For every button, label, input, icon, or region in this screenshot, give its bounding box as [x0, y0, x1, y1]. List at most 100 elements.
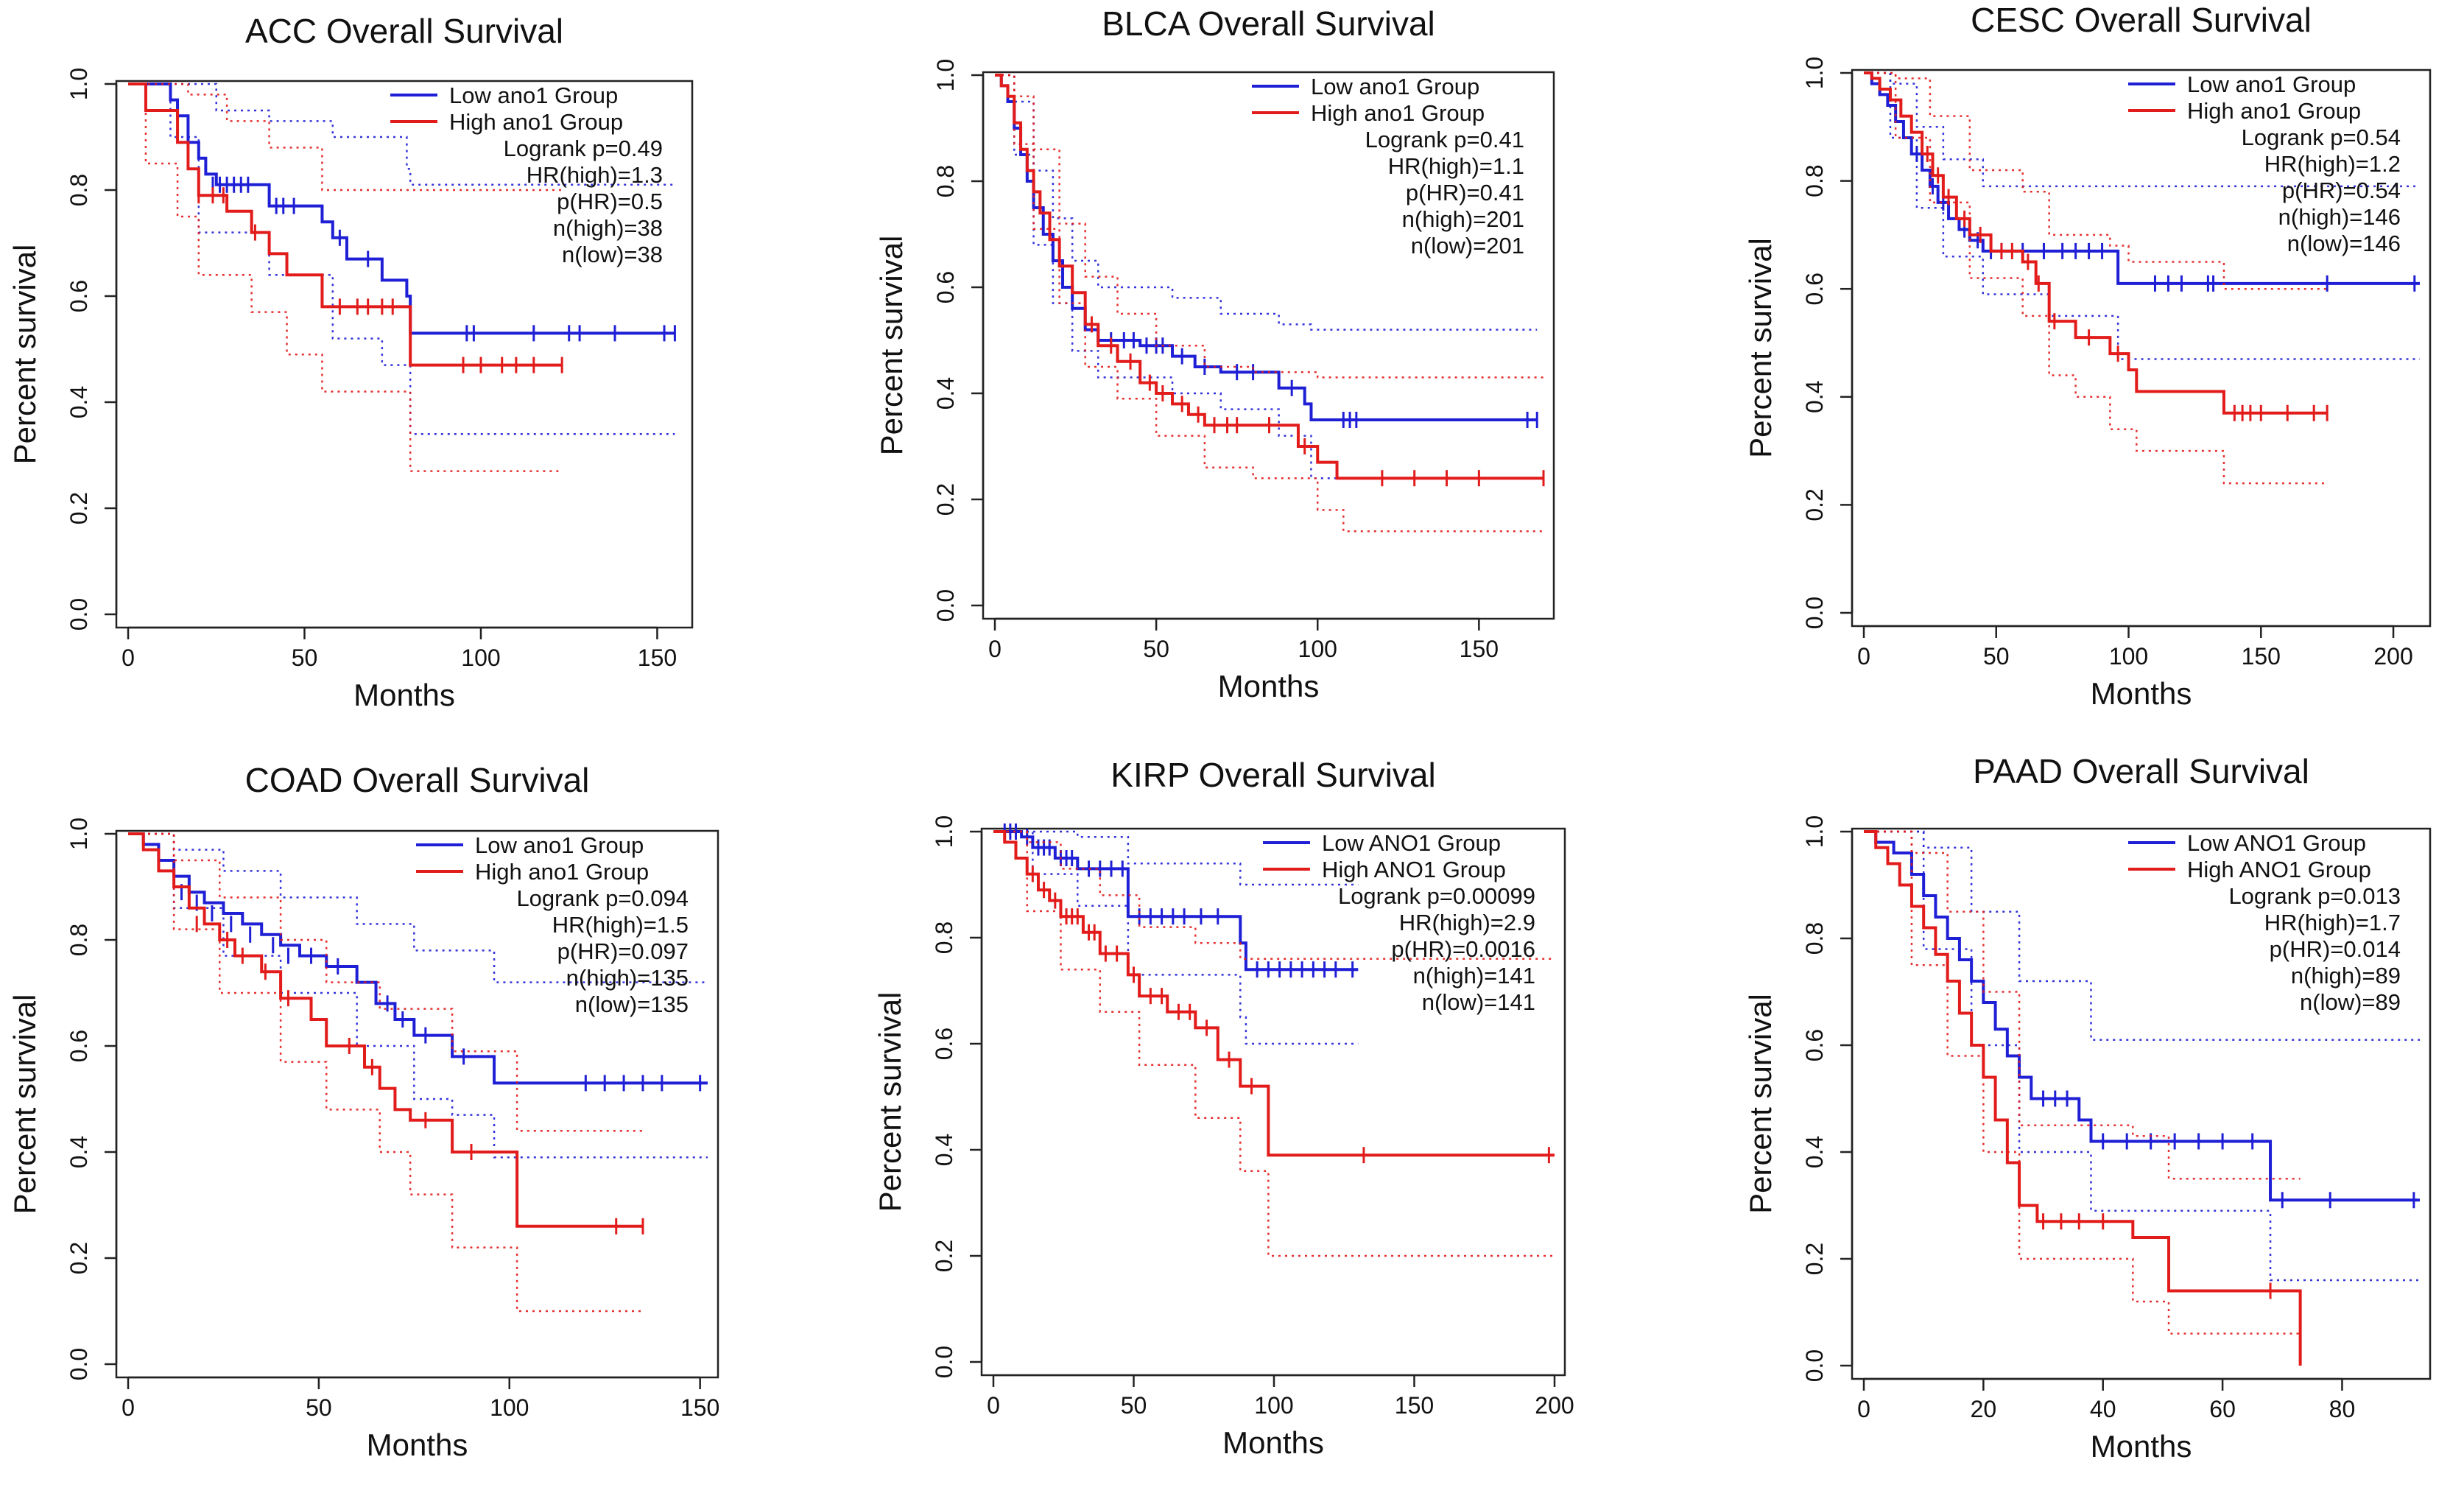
y-tick-label: 0.6	[931, 1028, 957, 1060]
x-tick-label: 50	[292, 645, 318, 671]
km-curve-high	[128, 82, 563, 367]
legend-label: High ANO1 Group	[1322, 857, 1506, 882]
chart-title: KIRP Overall Survival	[1110, 756, 1435, 794]
plot-frame	[982, 71, 1555, 620]
km-ci-lower-high	[1864, 830, 2301, 1335]
x-tick-label: 150	[1395, 1392, 1434, 1419]
x-tick-label: 40	[2090, 1396, 2116, 1422]
legend-label: High ano1 Group	[449, 109, 623, 135]
chart-title: COAD Overall Survival	[245, 761, 590, 799]
stat-annotation: p(HR)=0.5	[557, 189, 663, 214]
x-tick-label: 100	[1298, 636, 1337, 662]
stat-annotation: Logrank p=0.00099	[1338, 883, 1535, 909]
km-panel-1: ACC Overall Survival 0.0 0.2 0.4 0.6 0.8 1.0 0 5…	[7, 12, 694, 712]
y-tick-label: 0.4	[1801, 1136, 1828, 1168]
x-axis-label: Months	[2091, 1429, 2192, 1464]
x-tick-label: 0	[122, 1394, 135, 1421]
x-tick-label: 80	[2329, 1396, 2356, 1422]
legend-label: Low ano1 Group	[449, 82, 618, 108]
stat-annotation: p(HR)=0.41	[1406, 180, 1524, 206]
chart-title: BLCA Overall Survival	[1102, 4, 1435, 43]
stat-annotation: Logrank p=0.49	[504, 136, 663, 161]
stat-annotation: HR(high)=1.1	[1388, 153, 1524, 179]
legend-label: Low ano1 Group	[2187, 71, 2356, 97]
stat-annotation: p(HR)=0.097	[557, 938, 689, 964]
y-tick-label: 0.4	[66, 386, 92, 418]
km-panel-5: KIRP Overall Survival 0.0 0.2 0.4 0.6 0.8 1.0 0…	[873, 756, 1574, 1460]
stat-annotation: Logrank p=0.54	[2242, 124, 2401, 150]
y-axis-label: Percent survival	[873, 992, 907, 1212]
y-tick-label: 0.8	[932, 165, 959, 197]
stat-annotation: p(HR)=0.54	[2282, 178, 2401, 203]
stat-annotation: n(low)=141	[1422, 989, 1535, 1015]
y-tick-label: 0.0	[1801, 597, 1828, 629]
km-curve-low	[995, 74, 1538, 421]
y-tick-label: 0.8	[1801, 164, 1828, 197]
stat-annotation: n(low)=89	[2300, 989, 2401, 1015]
km-curve-high	[1864, 830, 2302, 1366]
km-ci-lower-high	[1864, 71, 2328, 485]
x-tick-label: 50	[1143, 636, 1169, 662]
plot-frame	[1851, 69, 2432, 628]
y-tick-label: 0.8	[66, 174, 92, 206]
y-tick-label: 0.2	[1801, 488, 1828, 521]
x-tick-label: 60	[2209, 1396, 2236, 1422]
km-curve-low	[128, 82, 675, 335]
y-axis-label: Percent survival	[7, 245, 42, 465]
stat-annotation: n(high)=38	[553, 215, 663, 241]
stat-annotation: Logrank p=0.013	[2228, 883, 2401, 909]
y-tick-label: 0.6	[932, 271, 959, 303]
stat-annotation: n(low)=146	[2287, 231, 2401, 256]
stat-annotation: n(high)=135	[566, 965, 689, 991]
stat-annotation: n(low)=38	[562, 242, 663, 267]
y-tick-label: 0.6	[66, 1030, 92, 1062]
x-tick-label: 20	[1971, 1396, 1997, 1422]
legend-label: High ano1 Group	[2187, 98, 2361, 124]
stat-annotation: HR(high)=1.7	[2264, 910, 2401, 935]
x-tick-label: 150	[638, 645, 677, 671]
y-tick-label: 0.8	[1801, 922, 1828, 955]
km-curve-high	[993, 830, 1555, 1157]
chart-title: ACC Overall Survival	[245, 12, 563, 50]
km-panel-6: PAAD Overall Survival 0.0 0.2 0.4 0.6 0.8 1.0 0…	[1743, 752, 2432, 1464]
x-tick-label: 100	[490, 1394, 529, 1421]
x-tick-label: 150	[2242, 643, 2281, 670]
km-panel-4: COAD Overall Survival 0.0 0.2 0.4 0.6 0.8 1.0 0…	[7, 761, 719, 1462]
stat-annotation: Logrank p=0.094	[516, 885, 689, 911]
y-tick-label: 0.6	[66, 280, 92, 312]
km-ci-lower-high	[128, 82, 563, 472]
y-tick-label: 0.8	[66, 924, 92, 956]
y-tick-label: 0.8	[931, 921, 957, 954]
x-axis-label: Months	[2091, 676, 2192, 711]
km-ci-lower-low	[1864, 830, 2420, 1282]
y-tick-label: 0.4	[932, 377, 959, 410]
y-tick-label: 1.0	[932, 59, 959, 91]
y-tick-label: 1.0	[1801, 815, 1828, 848]
y-axis-label: Percent survival	[874, 236, 909, 456]
x-tick-label: 0	[988, 636, 1002, 662]
y-axis-label: Percent survival	[1743, 238, 1778, 458]
legend-label: High ano1 Group	[1311, 100, 1485, 126]
y-axis-label: Percent survival	[1743, 994, 1778, 1214]
chart-title: CESC Overall Survival	[1971, 1, 2312, 39]
y-tick-label: 1.0	[1801, 57, 1828, 89]
km-ci-upper-high	[1864, 830, 2301, 1180]
y-tick-label: 0.2	[1801, 1243, 1828, 1275]
plot-frame	[115, 80, 694, 629]
stat-annotation: p(HR)=0.0016	[1391, 936, 1535, 962]
y-axis-label: Percent survival	[7, 994, 42, 1215]
legend-label: High ANO1 Group	[2187, 857, 2371, 882]
stat-annotation: n(high)=141	[1413, 963, 1535, 988]
y-tick-label: 0.0	[66, 598, 92, 631]
legend-label: Low ano1 Group	[475, 832, 644, 858]
km-ci-lower-low	[1864, 71, 2420, 360]
x-axis-label: Months	[1222, 1425, 1324, 1460]
x-tick-label: 100	[2109, 643, 2148, 670]
y-tick-label: 0.0	[931, 1346, 957, 1378]
km-curve-high	[128, 832, 643, 1228]
km-ci-upper-low	[995, 74, 1538, 331]
y-tick-label: 0.4	[1801, 381, 1828, 413]
stat-annotation: HR(high)=2.9	[1399, 910, 1535, 935]
stat-annotation: n(high)=146	[2278, 204, 2401, 230]
